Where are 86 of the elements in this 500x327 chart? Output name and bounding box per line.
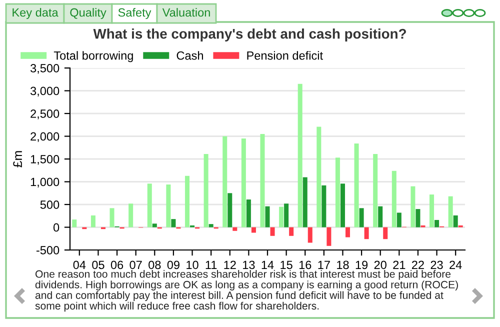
- text: Key data: [12, 8, 58, 19]
- x-tick-label: 08: [148, 260, 161, 270]
- x-tick-label: 19: [356, 260, 368, 270]
- x-tick-label: 24: [450, 260, 462, 269]
- x-tick-label: 05: [92, 260, 104, 270]
- bar: [410, 186, 416, 228]
- bar: [316, 126, 322, 228]
- x-tick-label: 23: [430, 260, 443, 270]
- x-tick-label: 12: [224, 260, 236, 269]
- bar: [378, 206, 383, 228]
- bar: [308, 227, 312, 243]
- y-tick-label: 1,000: [30, 178, 60, 188]
- bar: [72, 220, 77, 228]
- bar: [222, 136, 228, 228]
- x-tick-label: 16: [299, 260, 312, 270]
- x-tick-label: 17: [318, 260, 330, 269]
- bar: [359, 208, 364, 228]
- y-tick-label: 2,500: [30, 110, 60, 120]
- bar: [396, 212, 402, 228]
- y-tick-label: 1,500: [30, 155, 60, 165]
- bar: [147, 184, 152, 228]
- bar: [340, 184, 345, 228]
- bar: [430, 194, 434, 228]
- x-tick-label: 20: [374, 260, 386, 270]
- x-tick-label: 04: [73, 260, 86, 270]
- bar: [128, 204, 134, 228]
- bar: [373, 154, 378, 228]
- chart-title: What is the company's debt and cash position?: [93, 28, 406, 42]
- bar: [184, 176, 190, 228]
- y-axis-title: £m: [13, 151, 22, 168]
- text: One reason too much debt increases shareholder risk is that interest must be paid before dividends. High borrowings are OK as long as a company is earning a good return (ROCE) and can comfortably pay the interest bill. A pension fund deficit will have to be funded at some point which will reduce free cash flow for shareholders.: [35, 270, 458, 312]
- x-tick-label: 09: [167, 260, 180, 270]
- bar: [392, 170, 396, 228]
- bar: [279, 206, 284, 228]
- y-tick-label: 2,000: [30, 132, 60, 142]
- bar: [241, 138, 246, 228]
- text: Safety: [118, 8, 152, 19]
- bar: [302, 177, 308, 228]
- bar: [228, 193, 232, 228]
- bar: [204, 154, 208, 228]
- bar: [251, 227, 256, 233]
- x-tick-label: 10: [186, 260, 198, 270]
- bar: [171, 219, 176, 228]
- x-tick-label: 06: [110, 260, 124, 270]
- x-tick-label: 21: [393, 260, 406, 269]
- bar: [208, 224, 214, 228]
- y-tick-label: -500: [36, 246, 60, 254]
- bar: [383, 227, 388, 240]
- bar: [270, 227, 275, 236]
- y-tick-label: 500: [40, 200, 60, 209]
- bar: [232, 227, 238, 231]
- bar: [354, 144, 359, 228]
- bar: [364, 227, 369, 240]
- bar: [335, 158, 340, 228]
- legend-label: Cash: [176, 51, 203, 60]
- x-tick-label: 22: [412, 260, 424, 269]
- bar: [289, 227, 294, 236]
- bar: [260, 134, 265, 228]
- bar: [345, 227, 350, 238]
- x-tick-label: 13: [243, 260, 255, 270]
- bar: [416, 209, 420, 228]
- y-tick-label: 0: [53, 223, 60, 232]
- y-tick-label: 3,500: [30, 64, 60, 74]
- text: Quality: [70, 8, 106, 19]
- bar: [166, 184, 171, 228]
- bar: [284, 204, 289, 228]
- text: Valuation: [162, 8, 210, 17]
- bar: [246, 199, 251, 228]
- x-tick-label: 18: [337, 260, 349, 270]
- bar: [326, 227, 332, 246]
- legend-label: Pension deficit: [247, 51, 323, 60]
- x-tick-label: 15: [280, 260, 292, 270]
- bar: [322, 185, 326, 228]
- bar: [110, 208, 114, 228]
- bar: [265, 206, 270, 228]
- bar: [90, 215, 96, 228]
- bar: [298, 84, 302, 228]
- y-tick-label: 3,000: [30, 86, 60, 97]
- bar: [152, 224, 157, 228]
- bar: [453, 215, 458, 228]
- bar: [448, 196, 453, 228]
- bar: [434, 220, 440, 228]
- x-tick-label: 14: [262, 260, 274, 269]
- x-tick-label: 11: [206, 260, 217, 269]
- x-tick-label: 07: [130, 260, 142, 270]
- legend-label: Total borrowing: [54, 51, 133, 62]
